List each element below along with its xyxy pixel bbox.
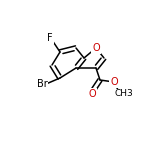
Text: CH3: CH3 xyxy=(115,90,133,98)
Text: F: F xyxy=(47,33,53,43)
Text: O: O xyxy=(92,43,100,53)
Text: O: O xyxy=(88,89,96,99)
Text: Br: Br xyxy=(37,79,47,89)
Text: O: O xyxy=(110,77,118,87)
